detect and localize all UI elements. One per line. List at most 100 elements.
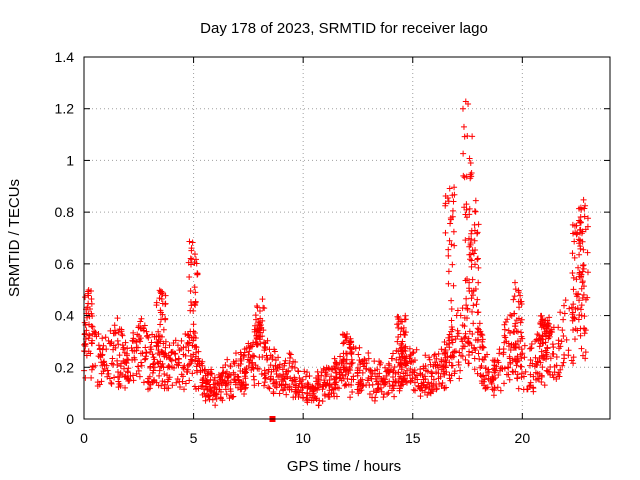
data-point — [455, 330, 462, 337]
x-tick-label: 5 — [190, 430, 198, 446]
data-point — [142, 344, 149, 351]
data-point — [461, 133, 468, 140]
data-point — [559, 327, 566, 334]
data-point — [579, 278, 586, 285]
data-point — [572, 305, 579, 312]
data-point — [86, 332, 93, 339]
data-point — [199, 377, 206, 384]
data-point — [100, 342, 107, 349]
data-point — [456, 349, 463, 356]
data-point — [468, 227, 475, 234]
data-point — [548, 326, 555, 333]
data-point — [273, 370, 280, 377]
data-point — [468, 263, 475, 270]
data-point — [260, 339, 267, 346]
data-point — [159, 291, 166, 298]
data-point — [449, 261, 456, 268]
data-point — [162, 344, 169, 351]
data-point — [254, 304, 261, 311]
data-point — [582, 226, 589, 233]
data-point — [250, 373, 257, 380]
data-point — [461, 323, 468, 330]
data-point — [537, 359, 544, 366]
data-point — [286, 354, 293, 361]
data-point — [569, 270, 576, 277]
data-point — [572, 325, 579, 332]
data-point — [466, 211, 473, 218]
data-point — [515, 289, 522, 296]
data-point — [514, 353, 521, 360]
data-point — [472, 247, 479, 254]
data-point — [114, 337, 121, 344]
data-point — [538, 348, 545, 355]
data-point — [447, 220, 454, 227]
data-series — [81, 98, 591, 422]
data-point — [584, 215, 591, 222]
data-point — [449, 213, 456, 220]
data-point — [577, 274, 584, 281]
data-point — [576, 297, 583, 304]
data-point — [455, 361, 462, 368]
data-point — [358, 387, 365, 394]
data-point — [108, 360, 115, 367]
data-point — [510, 342, 517, 349]
data-point — [543, 349, 550, 356]
data-point — [172, 356, 179, 363]
data-point — [248, 360, 255, 367]
data-point — [346, 339, 353, 346]
data-point — [573, 222, 580, 229]
data-point — [85, 286, 92, 293]
data-point — [85, 300, 92, 307]
data-point — [404, 360, 411, 367]
data-point — [576, 240, 583, 247]
data-point — [260, 304, 267, 311]
data-point — [166, 342, 173, 349]
data-point — [395, 379, 402, 386]
data-point — [421, 389, 428, 396]
data-point — [438, 346, 445, 353]
data-point — [107, 327, 114, 334]
data-point — [125, 357, 132, 364]
data-point — [354, 370, 361, 377]
data-point — [122, 339, 129, 346]
data-point — [474, 337, 481, 344]
data-point — [468, 230, 475, 237]
data-point — [82, 343, 89, 350]
data-point — [430, 383, 437, 390]
data-point — [295, 368, 302, 375]
data-point — [470, 320, 477, 327]
data-point — [187, 288, 194, 295]
data-point — [438, 358, 445, 365]
data-point — [242, 369, 249, 376]
data-point — [463, 302, 470, 309]
data-point — [369, 394, 376, 401]
data-point — [542, 331, 549, 338]
data-point — [386, 383, 393, 390]
data-point — [237, 386, 244, 393]
y-tick-label: 1.2 — [55, 101, 75, 117]
data-point — [156, 372, 163, 379]
data-point — [162, 381, 169, 388]
data-point — [451, 368, 458, 375]
data-point — [111, 374, 118, 381]
data-point — [93, 333, 100, 340]
data-point — [458, 336, 465, 343]
data-point — [332, 365, 339, 372]
data-point — [470, 287, 477, 294]
data-point — [119, 332, 126, 339]
data-point — [399, 348, 406, 355]
plot-frame — [83, 56, 611, 420]
data-point — [441, 384, 448, 391]
data-point — [174, 342, 181, 349]
y-tick-label: 1.4 — [55, 49, 75, 65]
data-point — [121, 359, 128, 366]
data-point — [401, 331, 408, 338]
data-point — [259, 296, 266, 303]
data-point — [385, 360, 392, 367]
data-point — [238, 357, 245, 364]
data-point — [571, 336, 578, 343]
data-point — [578, 312, 585, 319]
data-point — [555, 337, 562, 344]
data-point — [471, 221, 478, 228]
data-point — [517, 292, 524, 299]
